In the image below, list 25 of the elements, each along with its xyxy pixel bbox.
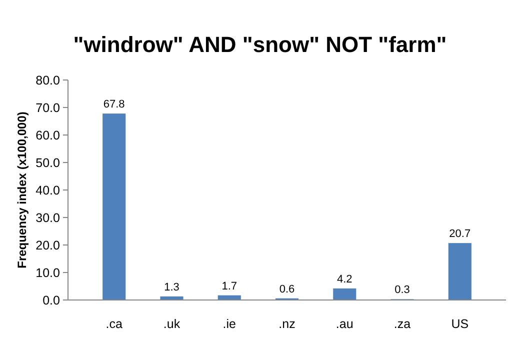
x-tick-label: .uk	[163, 317, 181, 331]
data-label: 4.2	[336, 273, 352, 286]
y-tick-label: 50.0	[36, 156, 60, 170]
x-tick-label: .au	[336, 317, 354, 331]
y-tick-label: 10.0	[36, 266, 60, 280]
x-tick-label: .nz	[278, 317, 296, 331]
y-tick-label: 30.0	[36, 210, 60, 225]
y-tick-label: 80.0	[36, 73, 60, 88]
y-tick-label: 60.0	[36, 128, 60, 142]
data-label: 1.7	[222, 280, 238, 292]
y-tick-label: 70.0	[36, 100, 60, 115]
data-label: 20.7	[449, 228, 471, 240]
data-label: 67.8	[103, 98, 125, 111]
y-tick-label: 20.0	[36, 238, 60, 252]
data-label: 0.6	[279, 283, 295, 296]
y-axis-title: Frequency index (x100,000)	[15, 112, 29, 268]
x-tick-label: .ie	[222, 317, 236, 331]
x-tick-label: .za	[394, 317, 411, 331]
y-tick-label: 40.0	[36, 183, 60, 198]
x-tick-label: .ca	[106, 317, 122, 331]
chart-title: "windrow" AND "snow" NOT "farm"	[73, 32, 447, 57]
data-label: 0.3	[394, 284, 410, 296]
data-label: 1.3	[164, 281, 180, 294]
x-tick-label: US	[451, 317, 469, 331]
y-tick-label: 0.0	[42, 293, 60, 308]
